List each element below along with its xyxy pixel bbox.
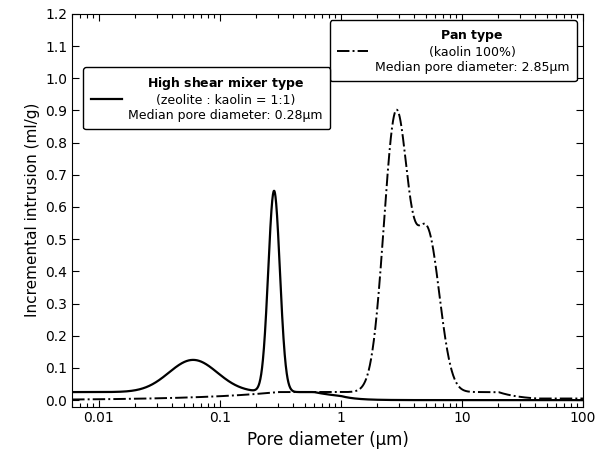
Y-axis label: Incremental intrusion (ml/g): Incremental intrusion (ml/g): [25, 103, 40, 317]
Legend: $\mathbf{High\ shear\ mixer\ type}$
(zeolite : kaolin = 1:1)
Median pore diamete: $\mathbf{High\ shear\ mixer\ type}$ (zeo…: [84, 67, 331, 129]
X-axis label: Pore diameter (μm): Pore diameter (μm): [246, 431, 409, 449]
